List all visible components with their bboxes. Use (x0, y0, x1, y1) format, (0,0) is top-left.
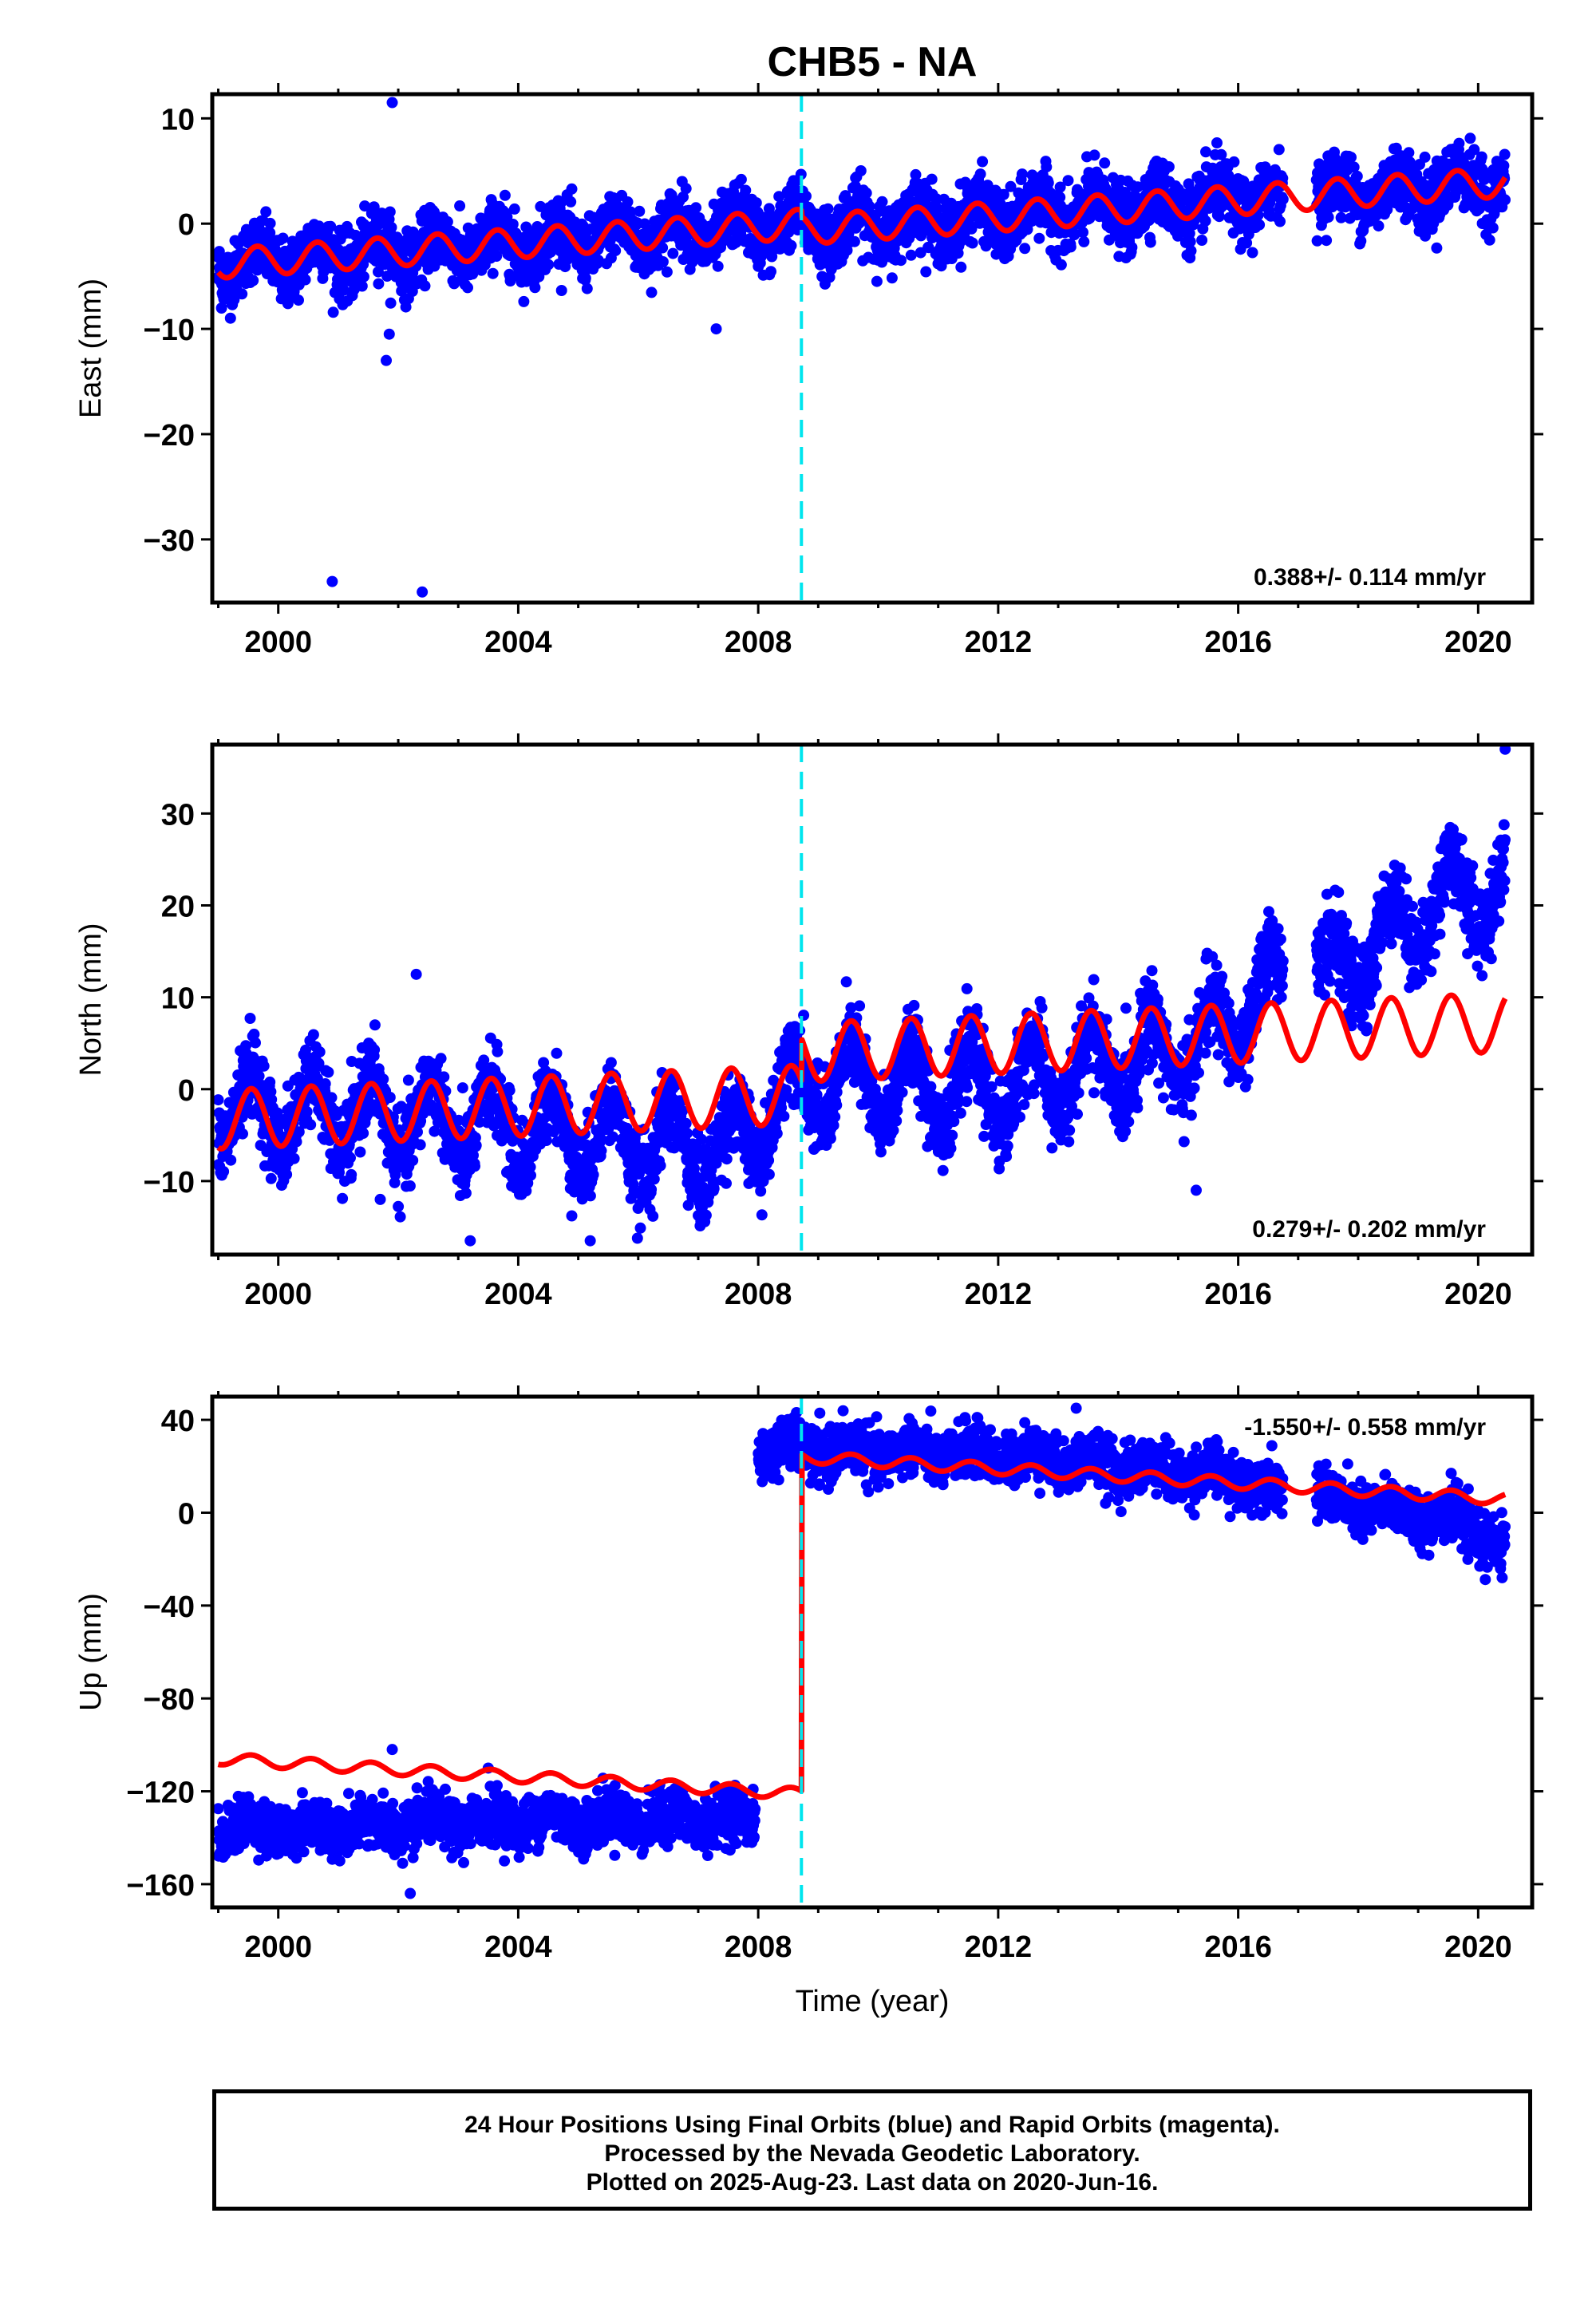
north-outlier-point (1499, 745, 1511, 755)
footer-box: 24 Hour Positions Using Final Orbits (bl… (212, 2089, 1532, 2211)
x-tick-label: 2000 (244, 1278, 312, 1311)
x-tick-label: 2020 (1444, 1931, 1512, 1964)
north-data-points (212, 745, 1511, 1247)
east-outlier-point (383, 328, 395, 340)
x-tick-label: 2004 (484, 1931, 552, 1964)
footer-line-3: Plotted on 2025-Aug-23. Last data on 202… (586, 2169, 1159, 2195)
x-tick-label: 2020 (1444, 1278, 1512, 1311)
x-tick-label: 2012 (965, 626, 1033, 659)
up-data-points (212, 1402, 1511, 1899)
x-tick-label: 2016 (1204, 1278, 1272, 1311)
x-axis-label: Time (year) (796, 1985, 950, 2018)
east-outlier-point (381, 354, 393, 366)
panel-up: 2000 2004 2008 2012 2016 2020 40 0 −40 −80 −120 −16… (74, 1385, 1543, 2018)
up-outlier-point (1496, 1571, 1508, 1583)
north-outlier-point (1190, 1184, 1202, 1196)
east-outlier-point (326, 575, 338, 587)
x-tick-label: 2012 (965, 1931, 1033, 1964)
y-tick-label: −40 (144, 1591, 195, 1624)
y-tick-label: 40 (161, 1405, 195, 1438)
x-tick-label: 2008 (725, 626, 792, 659)
north-rate-label: 0.279+/- 0.202 mm/yr (1252, 1216, 1486, 1243)
east-frame (210, 92, 1535, 605)
y-tick-label: −10 (144, 1166, 195, 1199)
y-tick-label: −10 (144, 314, 195, 347)
footer-line-1: 24 Hour Positions Using Final Orbits (bl… (464, 2112, 1280, 2138)
x-tick-label: 2012 (965, 1278, 1033, 1311)
up-outlier-point (386, 1744, 398, 1756)
up-model-line (215, 1451, 1507, 1800)
y-tick-label: 10 (161, 982, 195, 1016)
panel-north: 2000 2004 2008 2012 2016 2020 30 20 10 0 −10 North … (74, 733, 1543, 1311)
x-tick-label: 2008 (725, 1931, 792, 1964)
north-frame (210, 742, 1535, 1257)
up-scatter-cloud (212, 1405, 1511, 1869)
footer-line-2: Processed by the Nevada Geodetic Laborat… (604, 2140, 1140, 2167)
north-outlier-point (374, 1193, 386, 1205)
north-scatter-cloud (212, 819, 1511, 1244)
x-tick-label: 2000 (244, 1931, 312, 1964)
y-tick-label: 0 (178, 1497, 195, 1531)
north-outlier-point (584, 1235, 596, 1247)
east-rate-label: 0.388+/- 0.114 mm/yr (1254, 564, 1486, 591)
y-tick-label: −30 (144, 524, 195, 558)
panels: 2000 2004 2008 2012 2016 2020100−10−20−30East… (74, 83, 1543, 2018)
up-outlier-point (405, 1887, 417, 1899)
y-tick-label: 0 (178, 208, 195, 242)
up-outlier-point (1070, 1402, 1082, 1414)
y-tick-label: −160 (126, 1869, 195, 1903)
east-scatter-cloud (212, 132, 1511, 324)
east-outlier-point (417, 586, 429, 598)
up-frame (210, 1394, 1535, 1910)
north-y-axis-label: North (mm) (74, 923, 108, 1076)
y-tick-label: −80 (144, 1683, 195, 1717)
chart-title: CHB5 - NA (768, 39, 978, 85)
y-tick-label: 20 (161, 890, 195, 923)
y-tick-label: 0 (178, 1074, 195, 1108)
y-tick-label: 30 (161, 798, 195, 832)
x-tick-label: 2020 (1444, 626, 1512, 659)
east-y-axis-label: East (mm) (74, 279, 108, 418)
y-tick-label: 10 (161, 103, 195, 136)
north-outlier-point (410, 968, 422, 980)
up-y-axis-label: Up (mm) (74, 1593, 108, 1711)
y-tick-label: −20 (144, 419, 195, 453)
x-tick-label: 2016 (1204, 626, 1272, 659)
x-tick-label: 2004 (484, 1278, 552, 1311)
east-outlier-point (710, 323, 722, 335)
north-outlier-point (464, 1235, 476, 1247)
panel-east: 2000 2004 2008 2012 2016 2020 10 0 −10 −20 −30 East… (74, 83, 1543, 659)
x-tick-label: 2008 (725, 1278, 792, 1311)
x-tick-label: 2000 (244, 626, 312, 659)
y-tick-label: −120 (126, 1777, 195, 1810)
x-tick-label: 2004 (484, 626, 552, 659)
up-rate-label: -1.550+/- 0.558 mm/yr (1244, 1414, 1486, 1441)
east-model-line (215, 168, 1508, 281)
north-model-line (215, 992, 1508, 1152)
east-outlier-point (386, 97, 398, 109)
x-tick-label: 2016 (1204, 1931, 1272, 1964)
east-data-points (212, 97, 1511, 598)
